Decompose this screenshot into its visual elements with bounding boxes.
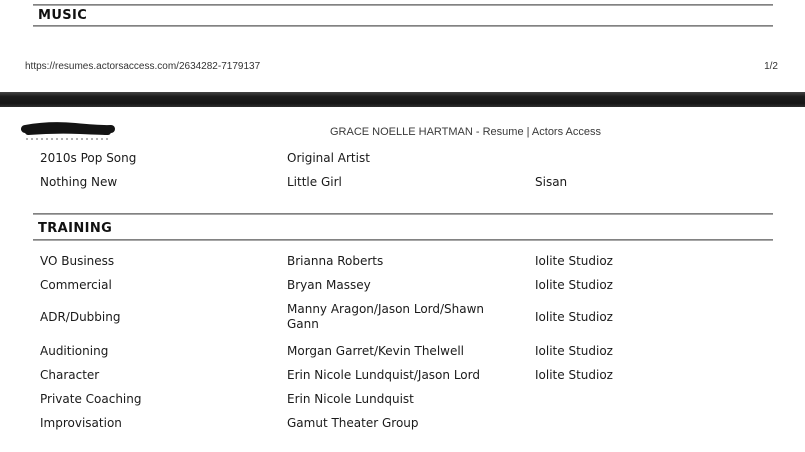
redacted-text-remnants <box>26 138 108 140</box>
music-cell-company: Sisan <box>535 175 568 189</box>
training-cell-instructor: Brianna Roberts <box>287 254 384 268</box>
music-section-top-rule <box>33 4 773 6</box>
training-cell-instructor: Morgan Garret/Kevin Thelwell <box>287 344 465 358</box>
training-cell-instructor: Bryan Massey <box>287 278 371 292</box>
training-cell-type: Private Coaching <box>40 392 142 406</box>
music-cell-song: Nothing New <box>40 175 118 189</box>
training-cell-type: Commercial <box>40 278 112 292</box>
training-cell-studio: Iolite Studioz <box>535 254 613 268</box>
training-section-bottom-rule <box>33 239 773 241</box>
training-section-title: TRAINING <box>38 221 113 236</box>
training-cell-type: Auditioning <box>40 344 109 358</box>
training-cell-type: VO Business <box>40 254 115 268</box>
training-cell-studio: Iolite Studioz <box>535 344 613 358</box>
training-section-top-rule <box>33 213 773 215</box>
training-cell-instructor: Erin Nicole Lundquist/Jason Lord <box>287 368 480 382</box>
music-section-bottom-rule <box>33 25 773 27</box>
music-cell-song: 2010s Pop Song <box>40 151 137 165</box>
music-section-title: MUSIC <box>38 8 88 23</box>
music-cell-role: Little Girl <box>287 175 342 189</box>
page-break-bar <box>0 92 805 107</box>
print-header-title: GRACE NOELLE HARTMAN - Resume | Actors A… <box>330 126 602 138</box>
training-cell-instructor: Erin Nicole Lundquist <box>287 392 414 406</box>
print-footer-page-indicator: 1/2 <box>764 61 778 72</box>
training-cell-type: Character <box>40 368 100 382</box>
music-cell-role: Original Artist <box>287 151 370 165</box>
redaction-scribble-icon <box>21 122 115 135</box>
training-cell-instructor: Gamut Theater Group <box>287 416 419 430</box>
training-cell-instructor: Manny Aragon/Jason Lord/Shawn Gann <box>287 302 485 331</box>
training-cell-type: ADR/Dubbing <box>40 310 121 324</box>
training-cell-type: Improvisation <box>40 416 122 430</box>
training-cell-studio: Iolite Studioz <box>535 368 613 382</box>
training-cell-studio: Iolite Studioz <box>535 278 613 292</box>
print-footer-url: https://resumes.actorsaccess.com/2634282… <box>25 61 261 72</box>
training-cell-studio: Iolite Studioz <box>535 310 613 324</box>
